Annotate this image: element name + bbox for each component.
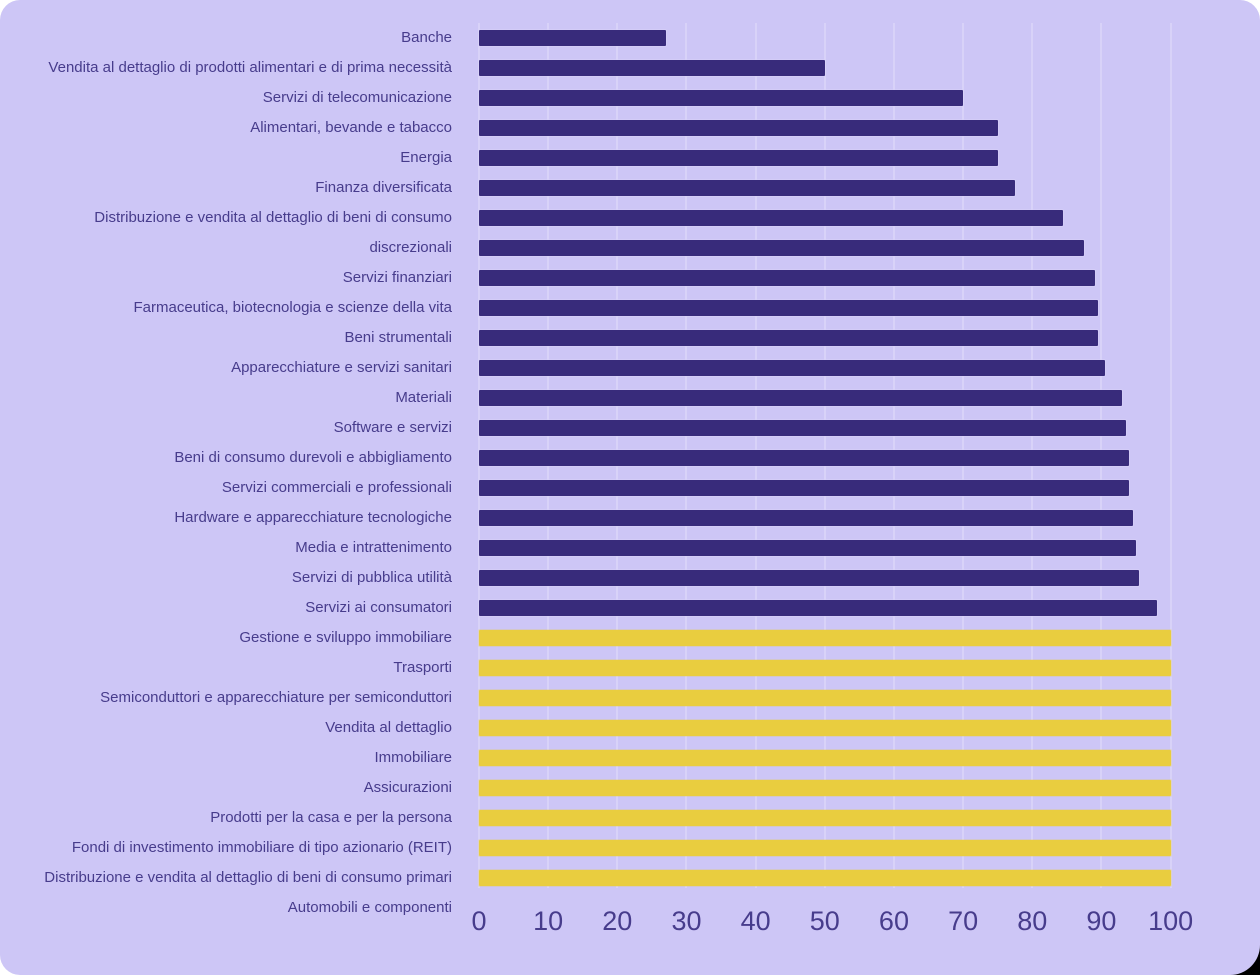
- bar-dark: [479, 240, 1085, 256]
- category-label: Servizi finanziari: [342, 269, 452, 286]
- category-label: Energia: [400, 149, 452, 166]
- bar-dark: [479, 420, 1126, 436]
- category-label: Servizi di telecomunicazione: [262, 89, 452, 106]
- bar-yellow: [479, 660, 1171, 676]
- bar-dark: [479, 150, 998, 166]
- bar-yellow: [479, 870, 1171, 886]
- bar-dark: [479, 30, 666, 46]
- bar-yellow: [479, 750, 1171, 766]
- category-label: Banche: [401, 29, 452, 46]
- category-label: Hardware e apparecchiature tecnologiche: [174, 509, 452, 526]
- category-label: Immobiliare: [374, 749, 452, 766]
- category-label: Fondi di investimento immobiliare di tip…: [71, 839, 452, 856]
- bar-dark: [479, 300, 1098, 316]
- category-label: Servizi ai consumatori: [305, 599, 452, 616]
- bar-yellow: [479, 780, 1171, 796]
- x-axis-tick-label: 70: [948, 906, 979, 936]
- bar-dark: [479, 210, 1064, 226]
- category-label: Alimentari, bevande e tabacco: [250, 119, 452, 136]
- category-label: Beni strumentali: [344, 329, 452, 346]
- x-axis-tick-label: 40: [740, 906, 771, 936]
- x-axis-tick-label: 10: [533, 906, 564, 936]
- category-label: Vendita al dettaglio: [325, 719, 452, 736]
- category-label: Vendita al dettaglio di prodotti aliment…: [48, 59, 452, 76]
- x-axis-tick-label: 30: [671, 906, 702, 936]
- bar-dark: [479, 360, 1105, 376]
- x-axis-tick-label: 50: [809, 906, 840, 936]
- x-axis-tick-label: 100: [1148, 906, 1194, 936]
- x-axis-tick-label: 80: [1017, 906, 1048, 936]
- bar-dark: [479, 570, 1140, 586]
- bar-dark: [479, 330, 1098, 346]
- x-axis-tick-label: 90: [1086, 906, 1117, 936]
- bar-dark: [479, 390, 1123, 406]
- category-label: Assicurazioni: [363, 779, 452, 796]
- bar-yellow: [479, 690, 1171, 706]
- category-label: Finanza diversificata: [315, 179, 452, 196]
- category-label: Farmaceutica, biotecnologia e scienze de…: [133, 299, 452, 316]
- bar-yellow: [479, 630, 1171, 646]
- bar-dark: [479, 510, 1133, 526]
- category-label: Servizi commerciali e professionali: [221, 479, 452, 496]
- category-label: Automobili e componenti: [287, 899, 452, 916]
- category-label: Servizi di pubblica utilità: [291, 569, 452, 586]
- bar-yellow: [479, 720, 1171, 736]
- gridline-x-100: [1169, 23, 1172, 888]
- category-label: Software e servizi: [333, 419, 452, 436]
- x-axis-tick-label: 60: [878, 906, 909, 936]
- category-label: Prodotti per la casa e per la persona: [210, 809, 452, 826]
- x-axis-tick-label: 20: [602, 906, 633, 936]
- bar-yellow: [479, 840, 1171, 856]
- bar-dark: [479, 120, 998, 136]
- bar-dark: [479, 600, 1157, 616]
- category-label: Distribuzione e vendita al dettaglio di …: [44, 869, 452, 886]
- category-label: Trasporti: [393, 659, 452, 676]
- category-label: Gestione e sviluppo immobiliare: [239, 629, 452, 646]
- bar-dark: [479, 90, 964, 106]
- category-label: Apparecchiature e servizi sanitari: [231, 359, 452, 376]
- x-axis-tick-label: 0: [471, 906, 487, 936]
- bar-dark: [479, 540, 1137, 556]
- bar-dark: [479, 480, 1130, 496]
- category-label: discrezionali: [369, 239, 452, 256]
- bar-dark: [479, 450, 1130, 466]
- bar-dark: [479, 60, 825, 76]
- category-label: Distribuzione e vendita al dettaglio di …: [94, 209, 452, 226]
- bar-dark: [479, 270, 1095, 286]
- category-label: Media e intrattenimento: [295, 539, 452, 556]
- category-label: Materiali: [395, 389, 452, 406]
- bar-yellow: [479, 810, 1171, 826]
- bar-dark: [479, 180, 1015, 196]
- category-label: Beni di consumo durevoli e abbigliamento: [174, 449, 452, 466]
- category-label: Semiconduttori e apparecchiature per sem…: [100, 689, 452, 706]
